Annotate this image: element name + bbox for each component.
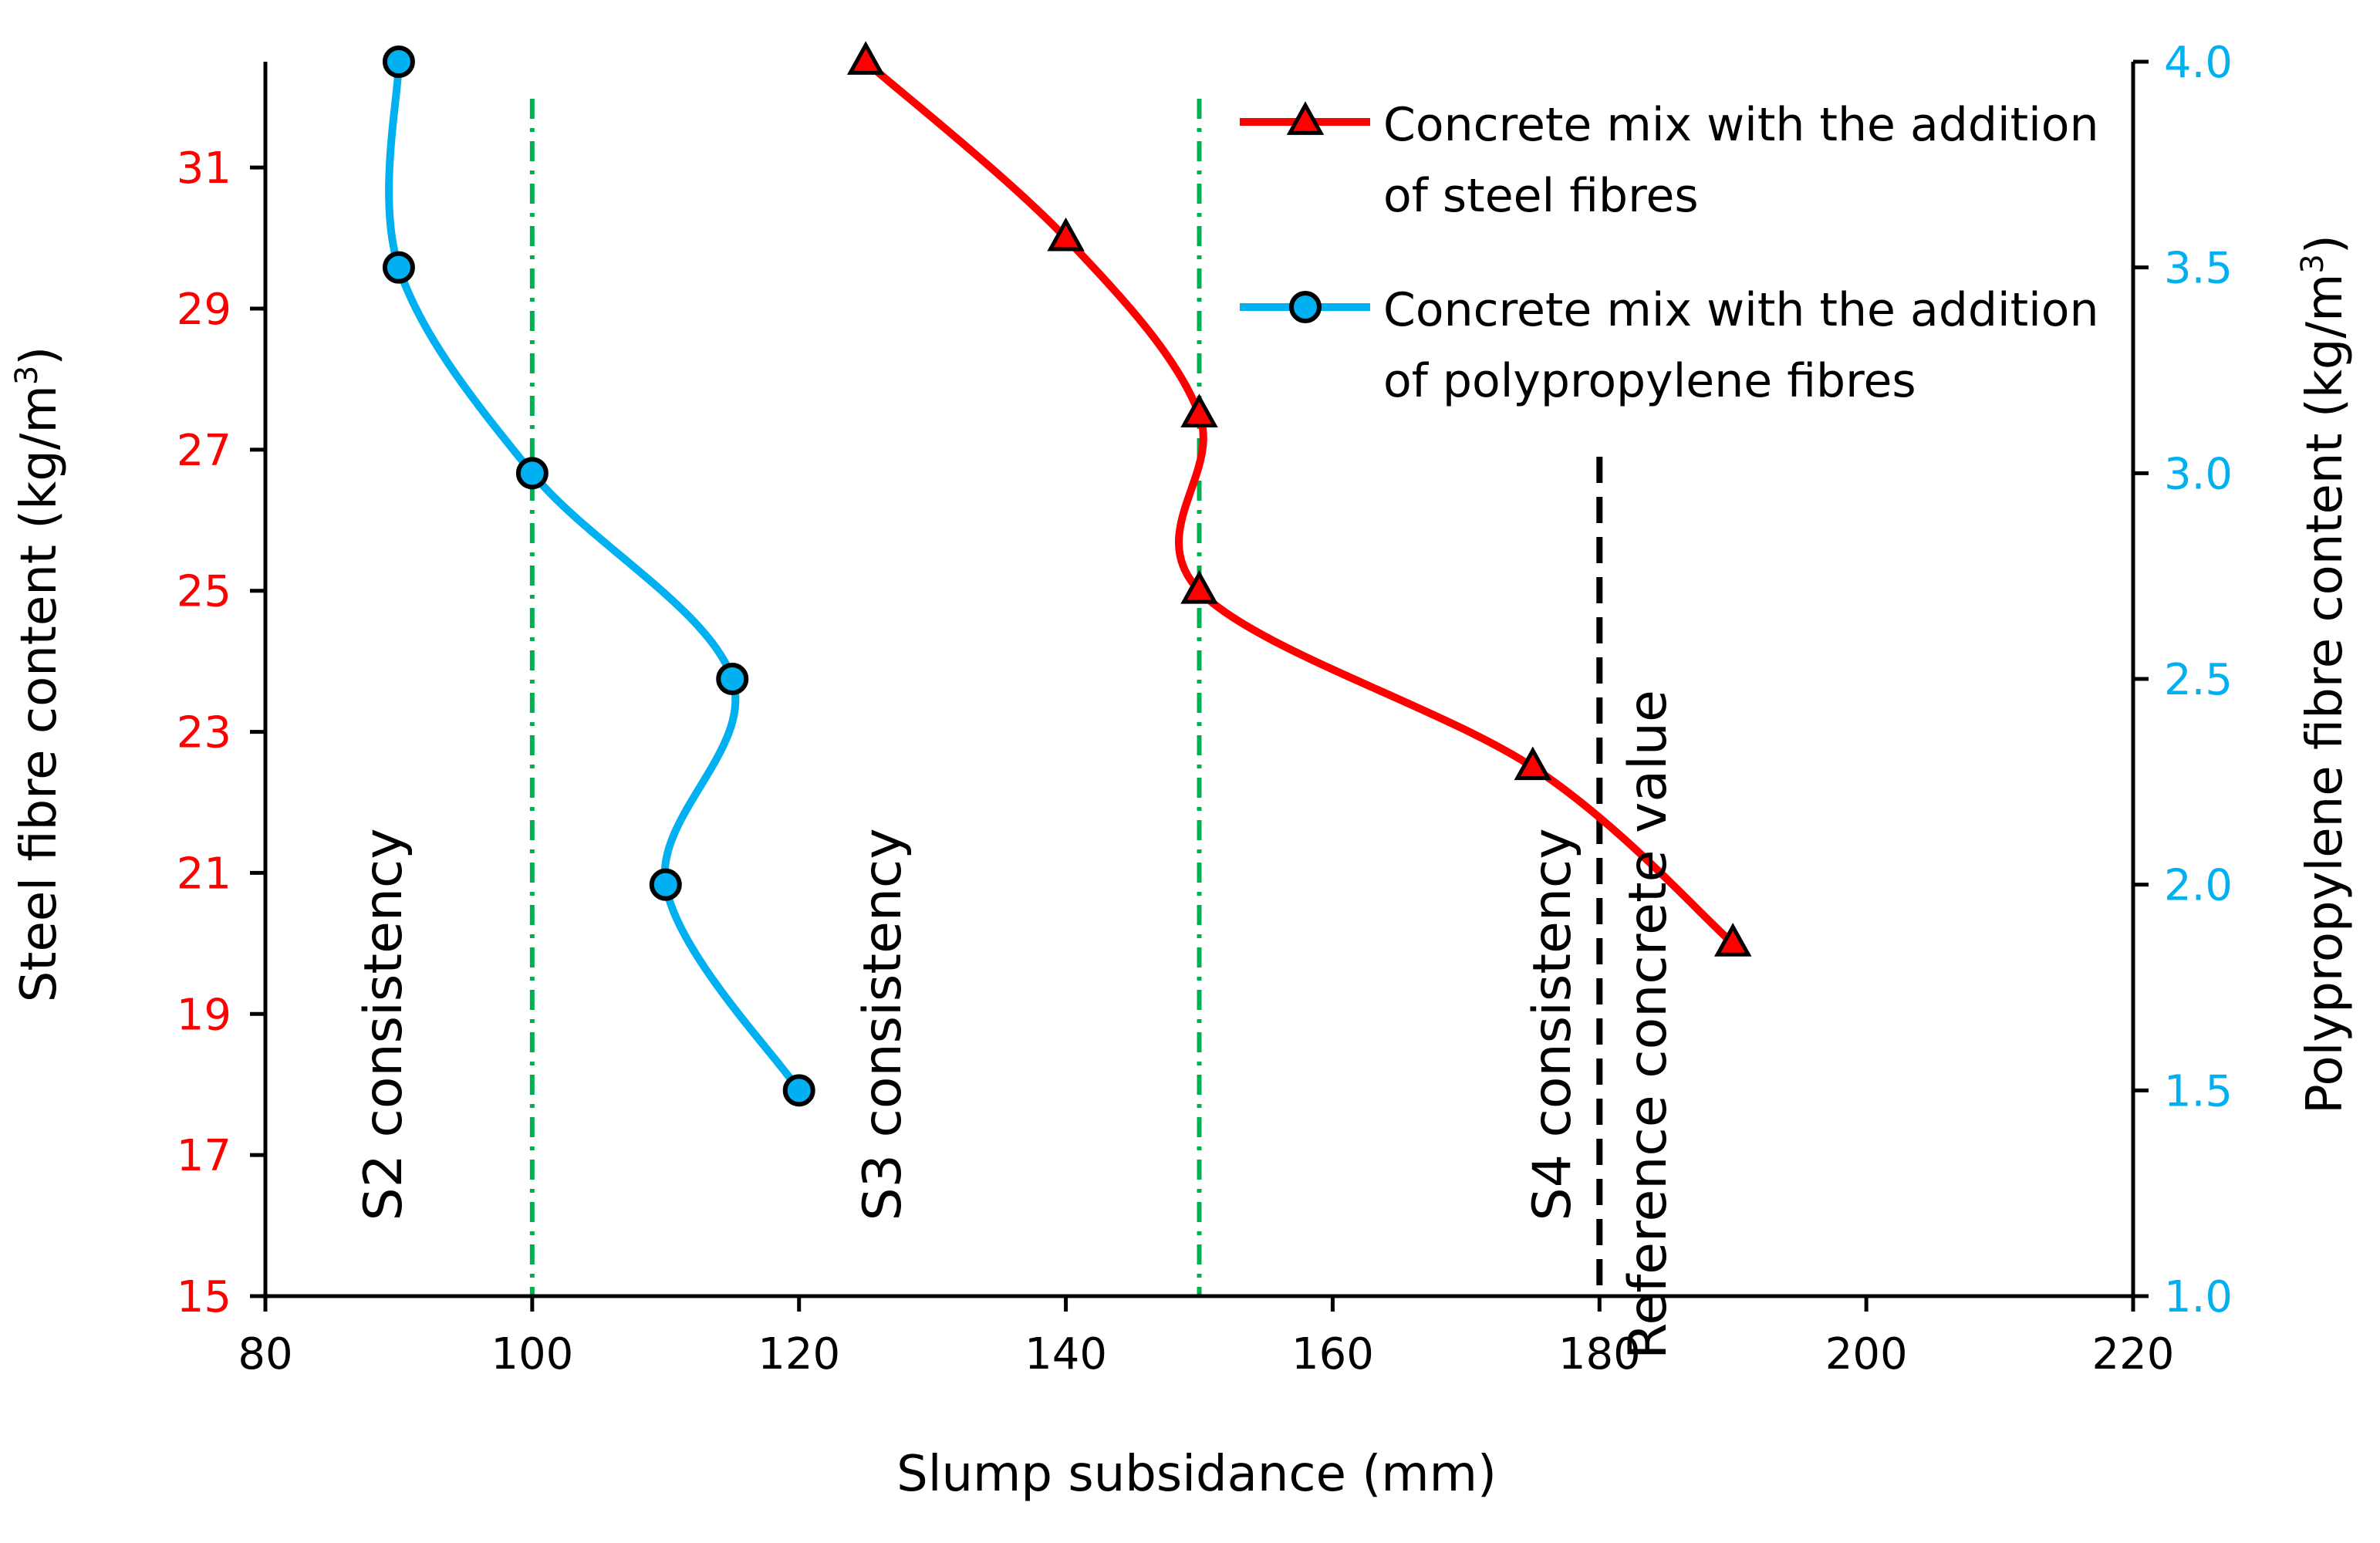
- left-y-axis-title-main: Steel fibre content (kg/m: [11, 385, 68, 1002]
- legend-label: of polypropylene fibres: [1383, 354, 1916, 408]
- data-point-triangle: [1180, 393, 1218, 428]
- left-y-tick-label: 21: [177, 849, 231, 899]
- legend: Concrete mix with the addition of steel f…: [1240, 98, 2099, 408]
- data-point-triangle: [1514, 746, 1552, 781]
- right-y-axis-title-superscript: 3: [2295, 254, 2331, 273]
- legend-marker-circle: [1289, 291, 1322, 323]
- left-y-axis-title: Steel fibre content (kg/m3): [9, 346, 68, 1003]
- data-point-triangle: [1713, 923, 1752, 957]
- right-y-tick-label: 2.0: [2164, 861, 2233, 911]
- x-tick-label: 140: [1025, 1329, 1107, 1379]
- axes: 80 100 120 140 160 180 200 220 15 17 19 21 23 25 27 29 3…: [177, 38, 2233, 1379]
- x-axis-title: Slump subsidance (mm): [896, 1446, 1497, 1503]
- left-y-axis-title-end: ): [11, 346, 68, 366]
- right-y-axis-title: Polypropylene fibre content (kg/m3): [2295, 235, 2354, 1114]
- left-y-tick-label: 25: [177, 567, 231, 617]
- reference-labels: S2 consistency S3 consistency S4 consisten…: [353, 690, 1679, 1359]
- data-point-circle: [515, 457, 549, 490]
- left-y-tick-label: 31: [177, 143, 231, 194]
- series-layer: [382, 41, 1752, 1107]
- x-tick-label: 160: [1291, 1329, 1374, 1379]
- series-steel: [846, 41, 1752, 957]
- legend-entry: Concrete mix with the addition of polypro…: [1240, 283, 2099, 408]
- x-tick-label: 180: [1558, 1329, 1641, 1379]
- left-y-tick-label: 17: [177, 1131, 231, 1181]
- legend-entry: Concrete mix with the addition of steel f…: [1240, 98, 2099, 223]
- right-y-tick-label: 2.5: [2164, 655, 2233, 705]
- series-line: [862, 58, 1737, 947]
- reference-lines: [529, 99, 1603, 1296]
- right-y-axis-title-end: ): [2297, 235, 2354, 254]
- data-point-triangle: [846, 41, 885, 75]
- x-tick-label: 200: [1825, 1329, 1908, 1379]
- data-point-circle: [716, 663, 749, 695]
- legend-label: of steel fibres: [1383, 169, 1699, 223]
- data-point-triangle: [1180, 569, 1218, 604]
- reference-line-label: S2 consistency: [353, 828, 414, 1221]
- legend-label: Concrete mix with the addition: [1383, 98, 2099, 152]
- x-tick-label: 120: [758, 1329, 840, 1379]
- right-y-tick-label: 1.0: [2164, 1272, 2233, 1322]
- right-y-tick-label: 3.5: [2164, 244, 2233, 294]
- data-point-circle: [382, 251, 415, 284]
- data-point-triangle: [1047, 217, 1085, 252]
- data-point-circle: [782, 1074, 815, 1107]
- right-y-tick-label: 3.0: [2164, 449, 2233, 499]
- left-y-tick-label: 19: [177, 990, 231, 1040]
- left-y-tick-label: 15: [177, 1272, 231, 1322]
- reference-line-label: Reference concrete value: [1618, 690, 1679, 1359]
- data-point-circle: [649, 868, 682, 901]
- right-y-tick-label: 4.0: [2164, 38, 2233, 88]
- left-y-axis-title-superscript: 3: [9, 366, 45, 385]
- reference-line-label: S3 consistency: [852, 828, 913, 1221]
- right-y-axis-title-main: Polypropylene fibre content (kg/m: [2297, 274, 2354, 1114]
- series-polypropylene: [382, 46, 815, 1107]
- left-y-tick-label: 29: [177, 285, 231, 335]
- reference-line-label: S4 consistency: [1522, 828, 1583, 1221]
- right-y-tick-label: 1.5: [2164, 1066, 2233, 1116]
- x-tick-label: 80: [238, 1329, 292, 1379]
- series-line: [385, 58, 803, 1095]
- legend-marker-triangle: [1286, 101, 1325, 135]
- x-tick-label: 100: [491, 1329, 573, 1379]
- data-point-circle: [382, 46, 415, 78]
- left-y-tick-label: 27: [177, 426, 231, 476]
- legend-label: Concrete mix with the addition: [1383, 283, 2099, 337]
- left-y-tick-label: 23: [177, 708, 231, 758]
- x-tick-label: 220: [2092, 1329, 2175, 1379]
